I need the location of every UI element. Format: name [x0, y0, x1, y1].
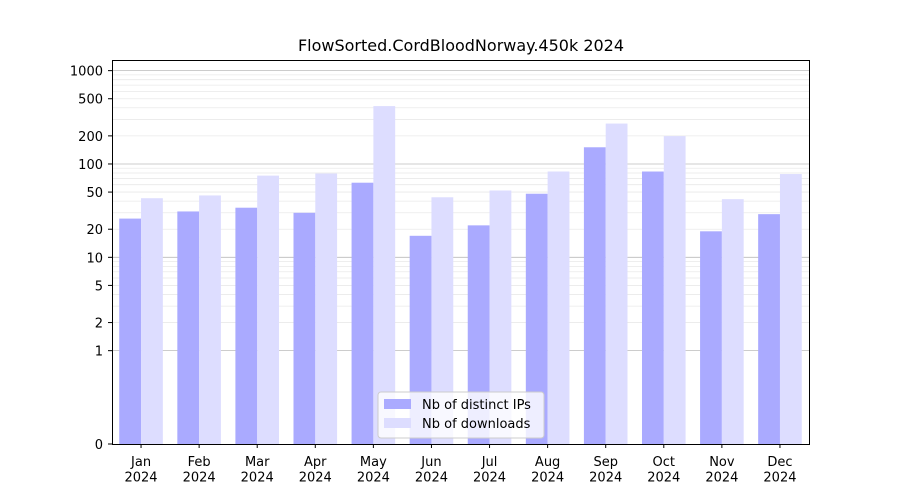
- y-tick-label: 100: [78, 158, 103, 173]
- legend-box: [377, 391, 545, 439]
- y-tick-label: 200: [78, 130, 103, 145]
- bar-distinct-ips: [177, 211, 200, 444]
- bar-downloads: [431, 197, 454, 444]
- y-tick-label: 10: [86, 251, 103, 266]
- x-tick-label: 2024: [647, 471, 680, 486]
- bar-downloads: [721, 199, 744, 444]
- x-tick-label: Feb: [188, 455, 211, 470]
- y-tick-label: 20: [86, 223, 103, 238]
- bar-distinct-ips: [119, 218, 142, 444]
- x-tick-label: Jan: [130, 455, 151, 470]
- x-tick-label: Aug: [535, 455, 560, 470]
- legend-swatch: [384, 399, 411, 409]
- bar-distinct-ips: [467, 225, 490, 444]
- x-tick-label: 2024: [705, 471, 738, 486]
- x-axis: Jan2024Feb2024Mar2024Apr2024May2024Jun20…: [124, 444, 797, 486]
- x-tick-label: 2024: [531, 471, 564, 486]
- bar-distinct-ips: [758, 214, 780, 444]
- legend-swatch: [384, 418, 411, 428]
- bar-distinct-ips: [351, 182, 374, 444]
- x-tick-label: 2024: [299, 471, 332, 486]
- y-tick-label: 500: [78, 93, 103, 108]
- legend-label: Nb of downloads: [422, 417, 531, 432]
- plot-area-frame: [112, 60, 810, 445]
- grid-lines: [112, 70, 809, 352]
- x-tick-label: Mar: [245, 455, 270, 470]
- x-tick-label: May: [360, 455, 387, 470]
- y-tick-label: 50: [86, 186, 103, 201]
- x-tick-label: Dec: [767, 455, 792, 470]
- bar-downloads: [605, 123, 628, 444]
- x-tick-label: Jul: [481, 455, 498, 470]
- bar-distinct-ips: [641, 171, 664, 445]
- x-tick-label: 2024: [183, 471, 216, 486]
- bar-distinct-ips: [525, 193, 548, 444]
- bar-downloads: [489, 190, 512, 444]
- x-tick-label: 2024: [241, 471, 274, 486]
- y-axis: 0 1 2 5 10 20 50 100 200 500 1000: [70, 65, 112, 453]
- bar-downloads: [257, 175, 280, 444]
- legend-label: Nb of distinct IPs: [422, 398, 531, 413]
- bar-downloads: [779, 174, 802, 444]
- bar-downloads: [663, 136, 686, 444]
- x-tick-label: Oct: [653, 455, 675, 470]
- x-tick-label: 2024: [415, 471, 448, 486]
- legend: Nb of distinct IPs Nb of downloads: [377, 391, 545, 439]
- x-tick-label: 2024: [124, 471, 157, 486]
- bar-downloads: [199, 195, 221, 444]
- bar-downloads: [373, 106, 396, 444]
- y-tick-label: 1000: [70, 65, 103, 80]
- chart-title: FlowSorted.CordBloodNorway.450k 2024: [298, 36, 624, 55]
- y-tick-label: 1: [95, 345, 103, 360]
- y-tick-label: 2: [95, 317, 103, 332]
- x-tick-label: Jun: [420, 455, 441, 470]
- bar-distinct-ips: [583, 147, 606, 444]
- x-tick-label: 2024: [589, 471, 622, 486]
- bar-downloads: [315, 173, 338, 445]
- x-tick-label: Nov: [709, 455, 735, 470]
- x-tick-label: 2024: [357, 471, 390, 486]
- x-tick-label: Sep: [593, 455, 618, 470]
- x-tick-label: 2024: [473, 471, 506, 486]
- bar-distinct-ips: [293, 212, 316, 444]
- y-tick-label: 5: [95, 279, 103, 294]
- x-tick-label: 2024: [763, 471, 796, 486]
- bar-distinct-ips: [700, 231, 722, 444]
- bar-distinct-ips: [235, 207, 258, 444]
- x-tick-label: Apr: [304, 455, 327, 470]
- y-tick-label: 0: [95, 438, 103, 453]
- bars: [119, 106, 802, 445]
- bar-downloads: [547, 171, 570, 445]
- bar-downloads: [141, 198, 163, 444]
